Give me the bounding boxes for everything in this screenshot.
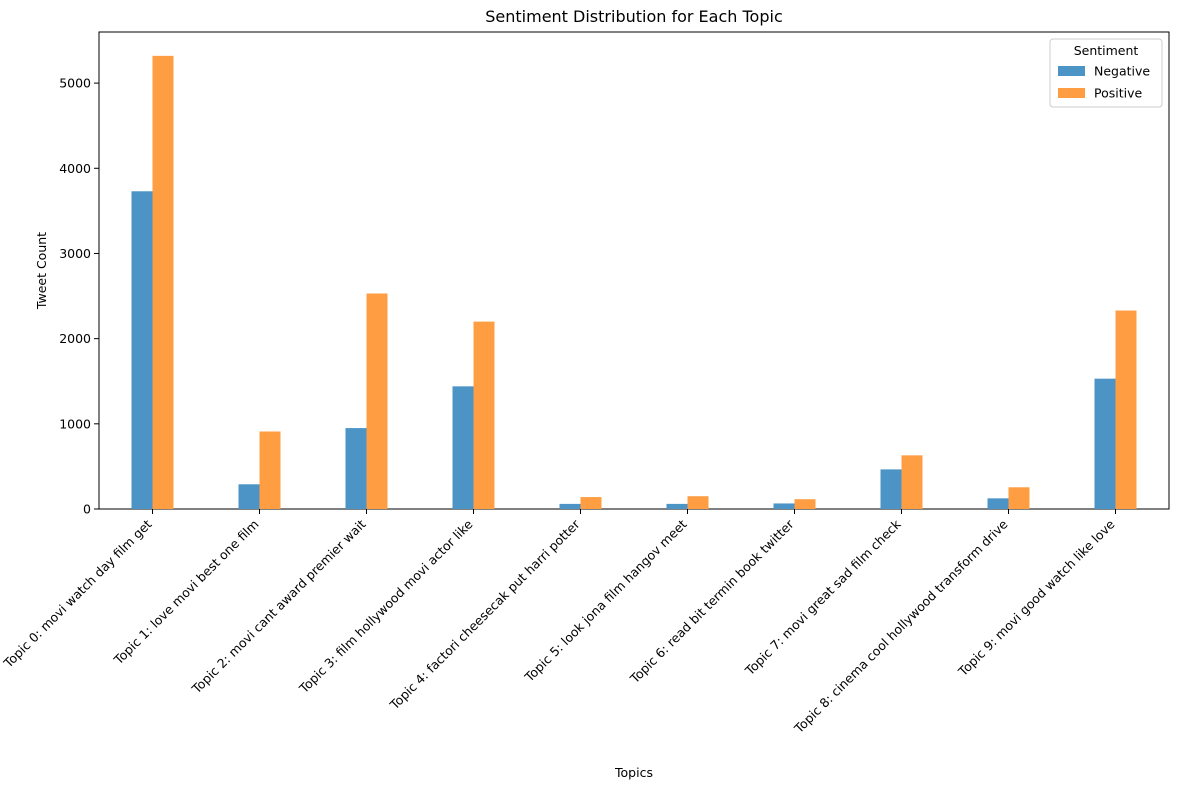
bar-positive-5 xyxy=(687,496,709,509)
bar-positive-8 xyxy=(1008,487,1030,509)
bar-positive-7 xyxy=(901,455,923,509)
bar-negative-7 xyxy=(880,469,902,509)
x-tick-label: Topic 3: film hollywood movi actor like xyxy=(296,516,476,696)
legend: Sentiment Negative Positive xyxy=(1049,38,1163,108)
bar-positive-6 xyxy=(794,499,816,509)
x-axis-label: Topics xyxy=(614,765,653,780)
bar-positive-3 xyxy=(473,321,495,509)
legend-label-negative: Negative xyxy=(1094,64,1150,79)
bar-negative-4 xyxy=(559,503,581,509)
bar-negative-9 xyxy=(1094,378,1116,509)
legend-swatch-negative xyxy=(1058,66,1085,76)
bar-negative-3 xyxy=(452,386,474,509)
bar-positive-0 xyxy=(152,55,174,509)
y-tick-label: 3000 xyxy=(59,246,91,261)
y-tick-label: 5000 xyxy=(59,76,91,91)
y-axis-label: Tweet Count xyxy=(34,232,49,310)
bar-positive-9 xyxy=(1115,310,1137,509)
y-tick-label: 1000 xyxy=(59,416,91,431)
bar-negative-5 xyxy=(666,503,688,509)
plot-frame xyxy=(98,31,1170,510)
legend-title: Sentiment xyxy=(1074,43,1139,58)
bar-positive-2 xyxy=(366,293,388,509)
x-tick-label: Topic 4: factori cheesecak put harri pot… xyxy=(386,516,583,713)
bar-positive-4 xyxy=(580,497,602,509)
bar-negative-1 xyxy=(238,484,260,509)
bar-negative-6 xyxy=(773,503,795,509)
bar-positive-1 xyxy=(259,431,281,509)
chart-title: Sentiment Distribution for Each Topic xyxy=(485,7,782,26)
bar-negative-8 xyxy=(987,498,1009,509)
y-tick-label: 2000 xyxy=(59,331,91,346)
bar-negative-0 xyxy=(131,191,153,509)
plot-area xyxy=(98,31,1170,510)
bar-negative-2 xyxy=(345,428,367,509)
legend-label-positive: Positive xyxy=(1094,86,1142,101)
x-tick-label: Topic 2: movi cant award premier wait xyxy=(188,516,368,696)
legend-swatch-positive xyxy=(1058,88,1085,98)
x-tick-label: Topic 6: read bit termin book twitter xyxy=(626,516,797,687)
y-tick-label: 4000 xyxy=(59,161,91,176)
x-tick-label: Topic 8: cinema cool hollywood transform… xyxy=(791,516,1011,736)
y-tick-label: 0 xyxy=(83,502,91,517)
y-axis: 0 1000 2000 3000 4000 5000 xyxy=(59,76,99,517)
bars xyxy=(131,55,1137,509)
